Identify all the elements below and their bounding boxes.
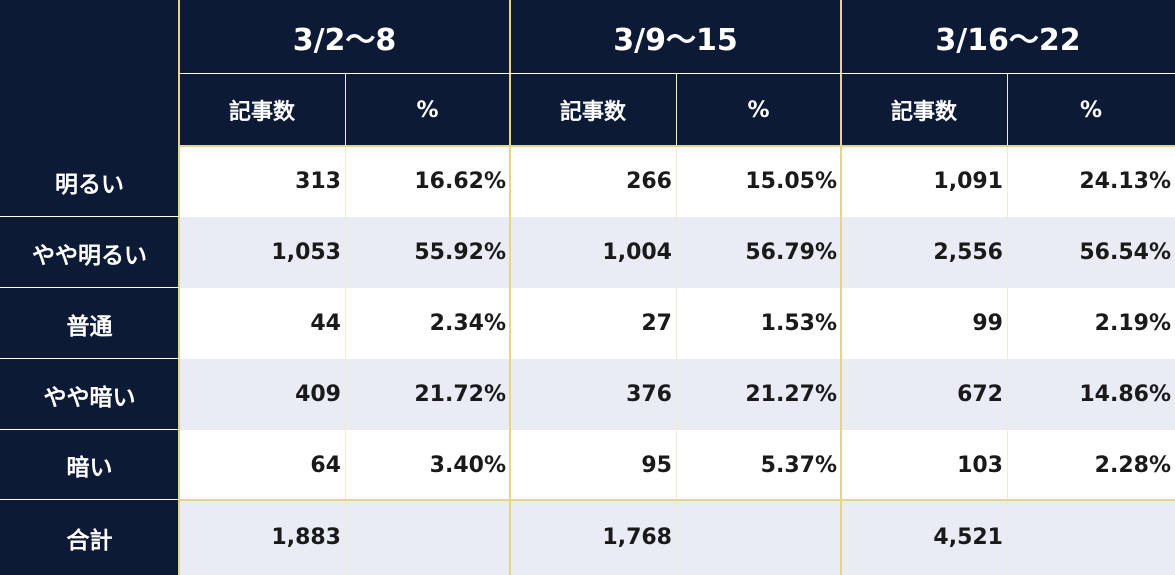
percent-cell: 21.72% — [345, 359, 510, 430]
count-cell: 99 — [841, 288, 1007, 359]
row-label: 普通 — [0, 288, 179, 359]
percent-cell: 2.34% — [345, 288, 510, 359]
percent-cell: 2.28% — [1007, 430, 1175, 500]
count-cell: 376 — [510, 359, 676, 430]
percent-cell: 15.05% — [676, 146, 841, 217]
subcolumn-divider — [676, 74, 677, 575]
row-divider — [0, 216, 179, 217]
header-divider — [179, 73, 1175, 74]
period-header: 3/16〜22 — [841, 0, 1175, 74]
total-count-cell: 4,521 — [841, 500, 1007, 575]
count-cell: 64 — [179, 430, 345, 500]
row-label: やや明るい — [0, 217, 179, 288]
count-cell: 409 — [179, 359, 345, 430]
count-cell: 313 — [179, 146, 345, 217]
percent-cell: 3.40% — [345, 430, 510, 500]
count-column-header: 記事数 — [841, 74, 1007, 146]
count-cell: 44 — [179, 288, 345, 359]
percent-cell: 56.79% — [676, 217, 841, 288]
percent-cell: 56.54% — [1007, 217, 1175, 288]
count-cell: 1,053 — [179, 217, 345, 288]
count-column-header: 記事数 — [510, 74, 676, 146]
total-divider — [179, 499, 1175, 501]
count-cell: 672 — [841, 359, 1007, 430]
total-percent-cell — [1007, 500, 1175, 575]
count-cell: 1,004 — [510, 217, 676, 288]
percent-column-header: % — [1007, 74, 1175, 146]
subcolumn-divider — [1007, 74, 1008, 575]
percent-column-header: % — [345, 74, 510, 146]
percent-cell: 14.86% — [1007, 359, 1175, 430]
count-cell: 27 — [510, 288, 676, 359]
column-divider — [178, 0, 180, 575]
total-count-cell: 1,768 — [510, 500, 676, 575]
percent-cell: 24.13% — [1007, 146, 1175, 217]
subcolumn-divider — [345, 74, 346, 575]
period-header: 3/9〜15 — [510, 0, 841, 74]
percent-column-header: % — [676, 74, 841, 146]
percent-cell: 16.62% — [345, 146, 510, 217]
count-cell: 103 — [841, 430, 1007, 500]
count-column-header: 記事数 — [179, 74, 345, 146]
count-cell: 95 — [510, 430, 676, 500]
row-label: やや暗い — [0, 359, 179, 430]
row-divider — [0, 358, 179, 359]
percent-cell: 5.37% — [676, 430, 841, 500]
total-row-label: 合計 — [0, 500, 179, 575]
percent-cell: 21.27% — [676, 359, 841, 430]
corner-cell — [0, 0, 179, 146]
total-percent-cell — [345, 500, 510, 575]
percent-cell: 1.53% — [676, 288, 841, 359]
header-bottom-divider — [179, 145, 1175, 147]
total-percent-cell — [676, 500, 841, 575]
total-count-cell: 1,883 — [179, 500, 345, 575]
column-divider — [509, 0, 511, 575]
row-label: 明るい — [0, 146, 179, 217]
percent-cell: 55.92% — [345, 217, 510, 288]
period-header: 3/2〜8 — [179, 0, 510, 74]
row-divider — [0, 429, 179, 430]
row-divider — [0, 499, 179, 500]
column-divider — [840, 0, 842, 575]
count-cell: 1,091 — [841, 146, 1007, 217]
count-cell: 2,556 — [841, 217, 1007, 288]
row-label: 暗い — [0, 430, 179, 500]
count-cell: 266 — [510, 146, 676, 217]
percent-cell: 2.19% — [1007, 288, 1175, 359]
row-divider — [0, 287, 179, 288]
